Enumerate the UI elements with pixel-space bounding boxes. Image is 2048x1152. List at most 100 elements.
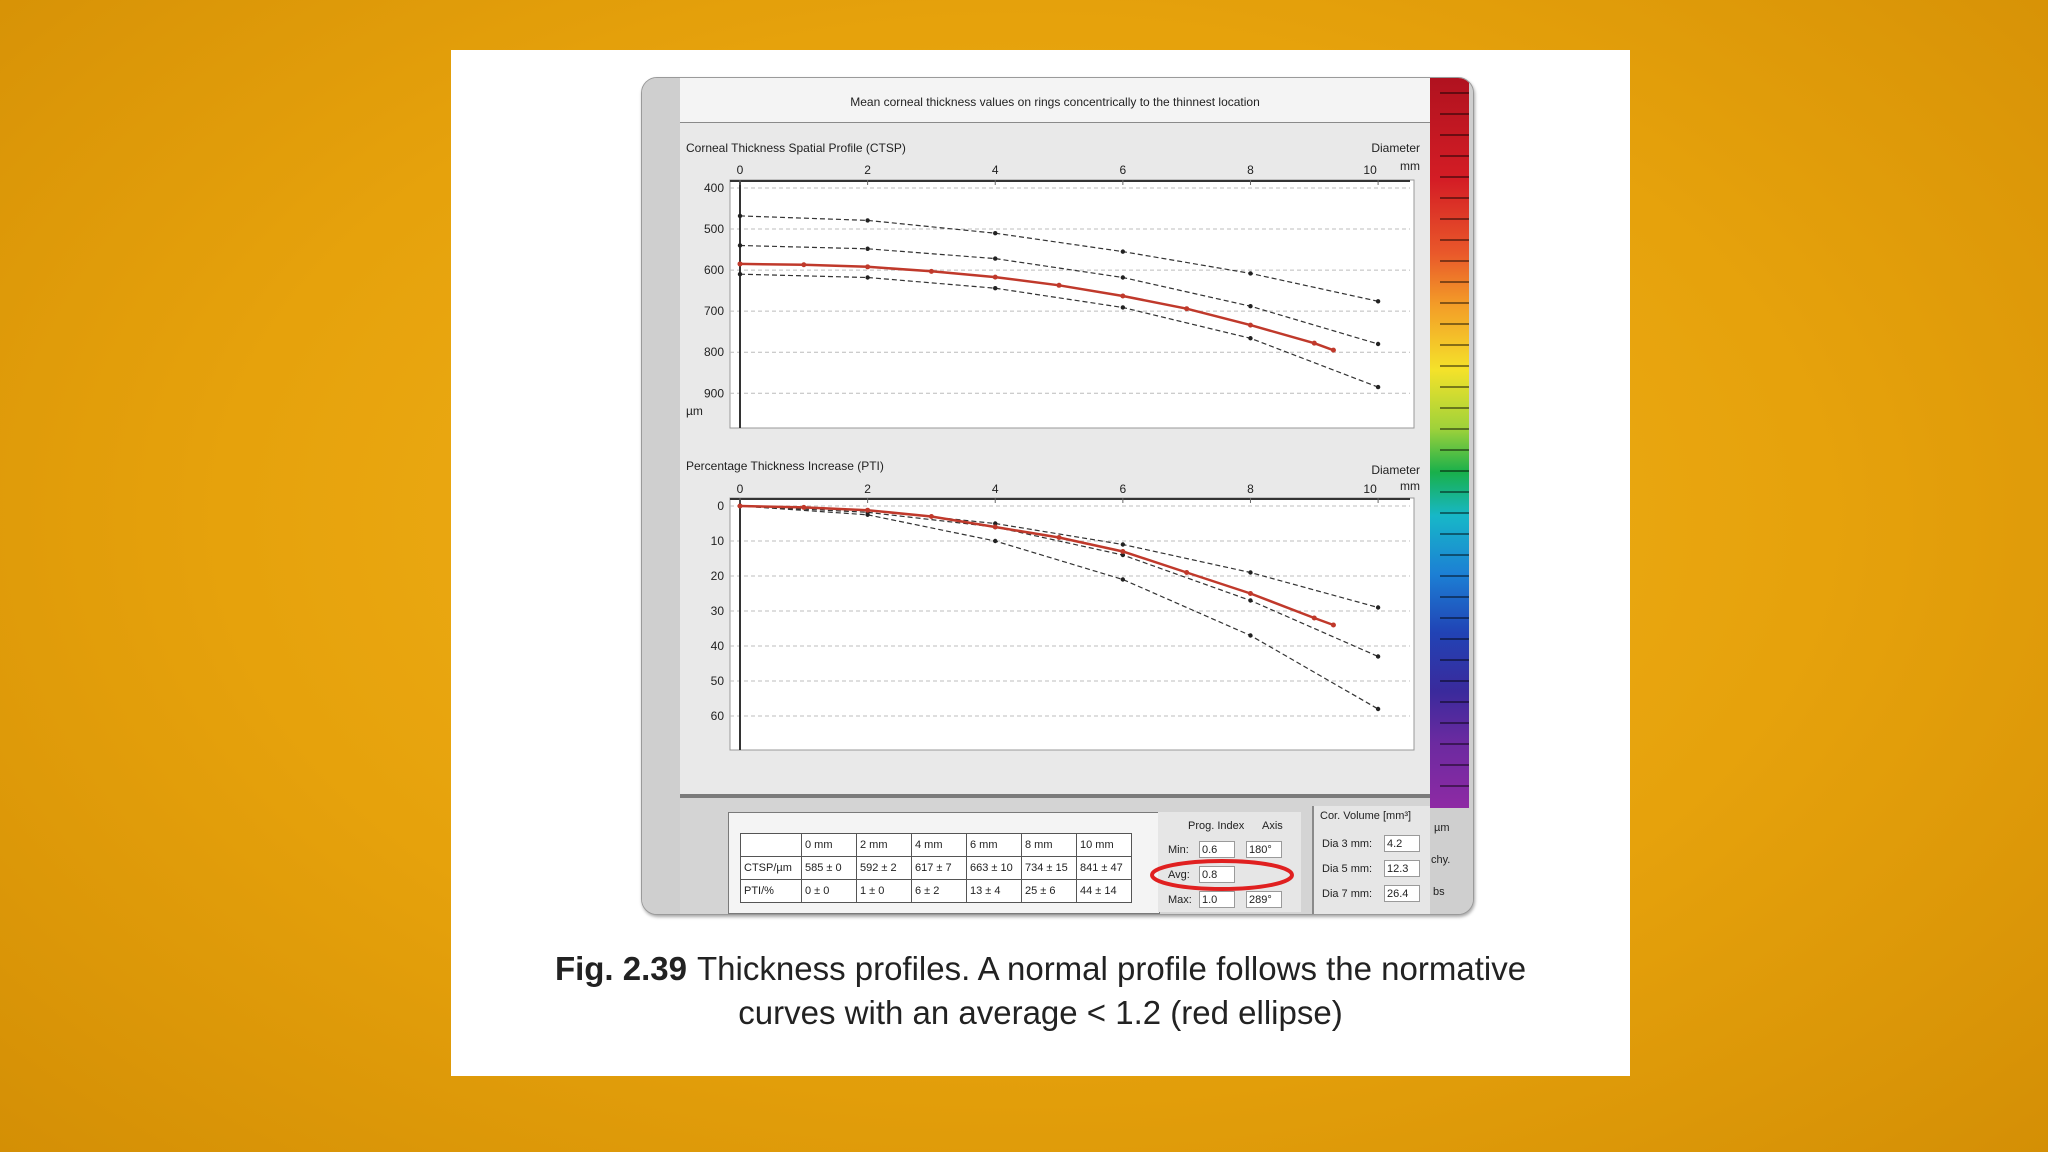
colorbar-tick (1440, 197, 1469, 199)
pti-profile-point (865, 507, 871, 513)
pti-x-tick-label: 6 (1120, 482, 1127, 496)
prog-index-title: Prog. Index (1188, 820, 1245, 832)
ctsp-diameter-label: Diameter (1371, 141, 1420, 155)
prog-max-label: Max: (1168, 894, 1192, 906)
table-row: CTSP/µm 585 ± 0 592 ± 2 617 ± 7 663 ± 10 734 … (740, 856, 1132, 880)
prog-max-field[interactable]: 1.0 (1199, 891, 1235, 908)
dia5-label: Dia 5 mm: (1322, 863, 1373, 875)
ctsp-normative-point (737, 213, 743, 219)
colorbar-tick (1440, 113, 1469, 115)
table-cell: 592 ± 2 (856, 856, 912, 880)
pti-profile-point (992, 524, 998, 530)
table-cell: 25 ± 6 (1021, 879, 1077, 903)
prog-min-field[interactable]: 0.6 (1199, 841, 1235, 858)
ctsp-normative-point (1248, 336, 1253, 341)
pti-normative-point (1248, 598, 1253, 603)
table-header-cell: 8 mm (1021, 833, 1077, 857)
colorbar-tick (1440, 176, 1469, 178)
figure-caption: Fig. 2.39 Thickness profiles. A normal pr… (451, 947, 1630, 1035)
pti-y-ticks: 0 10 20 30 40 50 60 (711, 499, 725, 723)
table-cell: 44 ± 14 (1076, 879, 1132, 903)
progression-index-box: Prog. Index Axis Min: 0.6 180° Avg: 0.8 … (1150, 812, 1301, 912)
prog-min-axis-field[interactable]: 180° (1246, 841, 1282, 858)
colorbar-tick (1440, 428, 1469, 430)
pti-title: Percentage Thickness Increase (PTI) (686, 459, 884, 473)
pti-normative-point (1120, 552, 1126, 558)
ctsp-normative-point (1120, 305, 1126, 310)
caption-text-1: Thickness profiles. A normal profile fol… (697, 950, 1527, 987)
pti-x-tick-label: 8 (1247, 482, 1254, 496)
pti-profile-point (928, 514, 934, 519)
colorbar-tick (1440, 743, 1469, 745)
pti-diameter-label: Diameter (1371, 463, 1420, 477)
slide-card: Mean corneal thickness values on rings c… (451, 50, 1630, 1076)
ctsp-y-tick-label: 700 (704, 304, 724, 318)
colorbar-side-label-2: chy. (1431, 854, 1451, 866)
ctsp-profile-point (992, 274, 998, 280)
pti-x-tick-label: 0 (737, 482, 744, 496)
ctsp-plot-area (729, 179, 1415, 429)
colorbar-tick (1440, 638, 1469, 640)
ctsp-grid (730, 180, 1410, 428)
ctsp-series (737, 213, 1381, 390)
ctsp-normative-point (1248, 304, 1253, 309)
dia7-field[interactable]: 26.4 (1384, 885, 1420, 902)
table-header-cell (740, 833, 802, 857)
pti-normative-line-1 (739, 505, 1379, 658)
ctsp-x-tick-label: 6 (1120, 163, 1127, 177)
prog-avg-field[interactable]: 0.8 (1199, 866, 1235, 883)
red-ellipse-highlight (1150, 859, 1294, 891)
colorbar-tick (1440, 617, 1469, 619)
ctsp-profile-point (1330, 347, 1336, 353)
colorbar-tick (1440, 533, 1469, 535)
pti-normative-point (1120, 577, 1126, 582)
dia5-field[interactable]: 12.3 (1384, 860, 1420, 877)
ctsp-normative-line-2 (739, 273, 1379, 388)
ctsp-y-tick-label: 900 (704, 386, 724, 400)
pti-x-ticks: 0 2 4 6 8 10 (737, 482, 1379, 503)
colorbar-tick (1440, 575, 1469, 577)
pti-profile-point (1330, 622, 1336, 628)
ctsp-x-ticks: 0 2 4 6 8 10 (737, 163, 1379, 185)
colorbar-tick (1440, 449, 1469, 451)
ctsp-profile-point (1184, 306, 1190, 312)
color-scale-strip (1430, 78, 1469, 808)
pti-x-tick-label: 2 (864, 482, 871, 496)
table-header-cell: 4 mm (911, 833, 967, 857)
ctsp-normative-point (865, 246, 870, 251)
ctsp-unit-mm: mm (1400, 159, 1420, 173)
prog-max-axis-field[interactable]: 289° (1246, 891, 1282, 908)
ctsp-title: Corneal Thickness Spatial Profile (CTSP) (686, 141, 906, 155)
dia3-field[interactable]: 4.2 (1384, 835, 1420, 852)
pti-normative-point (1375, 605, 1381, 610)
prog-axis-title: Axis (1262, 820, 1283, 832)
pti-plot: Percentage Thickness Increase (PTI) Diam… (686, 459, 1420, 836)
ctsp-y-tick-label: 400 (704, 181, 724, 195)
ctsp-normative-point (737, 243, 743, 248)
pti-unit-mm: mm (1400, 479, 1420, 493)
colorbar-side-label-1: µm (1434, 822, 1450, 834)
table-cell: PTI/% (740, 879, 802, 903)
colorbar-side-label-3: bs (1433, 886, 1445, 898)
ctsp-profile-point (1311, 340, 1317, 346)
ctsp-x-tick-label: 8 (1247, 163, 1254, 177)
plots-svg: Corneal Thickness Spatial Profile (CTSP)… (686, 141, 1420, 836)
pti-normative-point (1248, 570, 1253, 575)
table-cell: 1 ± 0 (856, 879, 912, 903)
caption-line-1: Fig. 2.39 Thickness profiles. A normal pr… (451, 947, 1630, 991)
table-header-cell: 10 mm (1076, 833, 1132, 857)
table-cell: 617 ± 7 (911, 856, 967, 880)
colorbar-tick (1440, 344, 1469, 346)
colorbar-tick (1440, 134, 1469, 136)
ctsp-y-tick-label: 600 (704, 263, 724, 277)
colorbar-tick (1440, 785, 1469, 787)
colorbar-tick (1440, 680, 1469, 682)
pti-profile-point (1120, 549, 1126, 554)
table-cell: 585 ± 0 (801, 856, 857, 880)
ctsp-profile-point (865, 264, 871, 270)
ctsp-normative-point (1120, 249, 1126, 254)
colorbar-tick (1440, 596, 1469, 598)
